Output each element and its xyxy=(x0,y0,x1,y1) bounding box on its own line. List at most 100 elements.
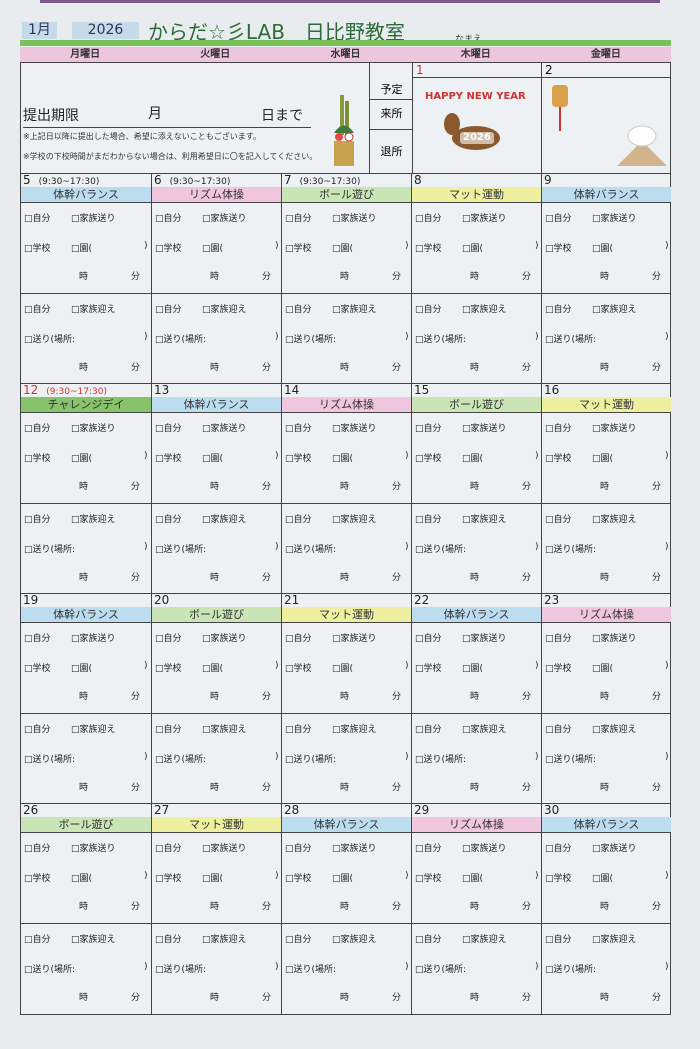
school-checkbox[interactable]: □学校 xyxy=(285,244,312,254)
family-pick-checkbox[interactable]: □家族迎え xyxy=(462,935,507,945)
deadline-field[interactable]: 提出期限 月 日まで xyxy=(23,106,311,128)
send-checkbox[interactable]: □送り(場所: xyxy=(545,755,597,765)
self-checkbox[interactable]: □自分 xyxy=(415,634,442,644)
self-checkbox[interactable]: □自分 xyxy=(155,634,182,644)
self-checkbox[interactable]: □自分 xyxy=(545,844,572,854)
family-pick-checkbox[interactable]: □家族迎え xyxy=(71,725,116,735)
family-pick-checkbox[interactable]: □家族迎え xyxy=(462,515,507,525)
family-pick-checkbox[interactable]: □家族迎え xyxy=(592,305,637,315)
school-checkbox[interactable]: □学校 xyxy=(545,454,572,464)
self-checkbox[interactable]: □自分 xyxy=(545,424,572,434)
school-checkbox[interactable]: □学校 xyxy=(155,664,182,674)
self-checkbox[interactable]: □自分 xyxy=(285,935,312,945)
family-pick-checkbox[interactable]: □家族迎え xyxy=(592,725,637,735)
self-checkbox[interactable]: □自分 xyxy=(545,725,572,735)
kindergarten-checkbox[interactable]: □園( xyxy=(462,664,484,674)
family-pick-checkbox[interactable]: □家族迎え xyxy=(462,305,507,315)
family-drop-checkbox[interactable]: □家族送り xyxy=(202,634,247,644)
kindergarten-checkbox[interactable]: □園( xyxy=(592,244,614,254)
school-checkbox[interactable]: □学校 xyxy=(545,664,572,674)
self-checkbox[interactable]: □自分 xyxy=(545,214,572,224)
school-checkbox[interactable]: □学校 xyxy=(545,874,572,884)
send-checkbox[interactable]: □送り(場所: xyxy=(24,545,76,555)
self-checkbox[interactable]: □自分 xyxy=(415,424,442,434)
self-checkbox[interactable]: □自分 xyxy=(155,725,182,735)
school-checkbox[interactable]: □学校 xyxy=(415,244,442,254)
school-checkbox[interactable]: □学校 xyxy=(155,454,182,464)
family-drop-checkbox[interactable]: □家族送り xyxy=(71,844,116,854)
school-checkbox[interactable]: □学校 xyxy=(24,664,51,674)
kindergarten-checkbox[interactable]: □園( xyxy=(592,664,614,674)
send-checkbox[interactable]: □送り(場所: xyxy=(285,545,337,555)
send-checkbox[interactable]: □送り(場所: xyxy=(24,335,76,345)
family-drop-checkbox[interactable]: □家族送り xyxy=(462,844,507,854)
send-checkbox[interactable]: □送り(場所: xyxy=(415,755,467,765)
self-checkbox[interactable]: □自分 xyxy=(415,214,442,224)
kindergarten-checkbox[interactable]: □園( xyxy=(592,874,614,884)
family-pick-checkbox[interactable]: □家族迎え xyxy=(71,305,116,315)
self-checkbox[interactable]: □自分 xyxy=(24,305,51,315)
school-checkbox[interactable]: □学校 xyxy=(24,874,51,884)
self-checkbox[interactable]: □自分 xyxy=(285,725,312,735)
send-checkbox[interactable]: □送り(場所: xyxy=(24,755,76,765)
school-checkbox[interactable]: □学校 xyxy=(285,454,312,464)
family-pick-checkbox[interactable]: □家族迎え xyxy=(71,515,116,525)
self-checkbox[interactable]: □自分 xyxy=(24,844,51,854)
school-checkbox[interactable]: □学校 xyxy=(24,244,51,254)
self-checkbox[interactable]: □自分 xyxy=(285,515,312,525)
family-pick-checkbox[interactable]: □家族迎え xyxy=(332,725,377,735)
kindergarten-checkbox[interactable]: □園( xyxy=(332,664,354,674)
send-checkbox[interactable]: □送り(場所: xyxy=(285,965,337,975)
self-checkbox[interactable]: □自分 xyxy=(285,305,312,315)
send-checkbox[interactable]: □送り(場所: xyxy=(545,335,597,345)
school-checkbox[interactable]: □学校 xyxy=(415,664,442,674)
self-checkbox[interactable]: □自分 xyxy=(285,634,312,644)
family-pick-checkbox[interactable]: □家族迎え xyxy=(202,935,247,945)
family-drop-checkbox[interactable]: □家族送り xyxy=(71,214,116,224)
self-checkbox[interactable]: □自分 xyxy=(155,305,182,315)
self-checkbox[interactable]: □自分 xyxy=(415,305,442,315)
self-checkbox[interactable]: □自分 xyxy=(155,935,182,945)
self-checkbox[interactable]: □自分 xyxy=(24,214,51,224)
kindergarten-checkbox[interactable]: □園( xyxy=(202,664,224,674)
family-drop-checkbox[interactable]: □家族送り xyxy=(462,214,507,224)
kindergarten-checkbox[interactable]: □園( xyxy=(71,664,93,674)
kindergarten-checkbox[interactable]: □園( xyxy=(202,244,224,254)
send-checkbox[interactable]: □送り(場所: xyxy=(285,335,337,345)
family-pick-checkbox[interactable]: □家族迎え xyxy=(332,515,377,525)
family-drop-checkbox[interactable]: □家族送り xyxy=(462,634,507,644)
send-checkbox[interactable]: □送り(場所: xyxy=(155,335,207,345)
kindergarten-checkbox[interactable]: □園( xyxy=(71,874,93,884)
family-drop-checkbox[interactable]: □家族送り xyxy=(462,424,507,434)
kindergarten-checkbox[interactable]: □園( xyxy=(462,874,484,884)
self-checkbox[interactable]: □自分 xyxy=(24,515,51,525)
kindergarten-checkbox[interactable]: □園( xyxy=(202,874,224,884)
self-checkbox[interactable]: □自分 xyxy=(545,935,572,945)
kindergarten-checkbox[interactable]: □園( xyxy=(71,244,93,254)
family-pick-checkbox[interactable]: □家族迎え xyxy=(462,725,507,735)
self-checkbox[interactable]: □自分 xyxy=(155,424,182,434)
self-checkbox[interactable]: □自分 xyxy=(24,634,51,644)
self-checkbox[interactable]: □自分 xyxy=(545,634,572,644)
family-drop-checkbox[interactable]: □家族送り xyxy=(332,634,377,644)
send-checkbox[interactable]: □送り(場所: xyxy=(415,965,467,975)
send-checkbox[interactable]: □送り(場所: xyxy=(415,335,467,345)
self-checkbox[interactable]: □自分 xyxy=(155,214,182,224)
school-checkbox[interactable]: □学校 xyxy=(415,454,442,464)
send-checkbox[interactable]: □送り(場所: xyxy=(545,545,597,555)
send-checkbox[interactable]: □送り(場所: xyxy=(285,755,337,765)
self-checkbox[interactable]: □自分 xyxy=(415,725,442,735)
family-drop-checkbox[interactable]: □家族送り xyxy=(332,424,377,434)
school-checkbox[interactable]: □学校 xyxy=(155,244,182,254)
self-checkbox[interactable]: □自分 xyxy=(285,844,312,854)
self-checkbox[interactable]: □自分 xyxy=(24,935,51,945)
family-drop-checkbox[interactable]: □家族送り xyxy=(592,424,637,434)
school-checkbox[interactable]: □学校 xyxy=(155,874,182,884)
family-drop-checkbox[interactable]: □家族送り xyxy=(332,214,377,224)
school-checkbox[interactable]: □学校 xyxy=(415,874,442,884)
family-drop-checkbox[interactable]: □家族送り xyxy=(71,634,116,644)
send-checkbox[interactable]: □送り(場所: xyxy=(155,755,207,765)
send-checkbox[interactable]: □送り(場所: xyxy=(155,965,207,975)
self-checkbox[interactable]: □自分 xyxy=(285,424,312,434)
family-drop-checkbox[interactable]: □家族送り xyxy=(202,214,247,224)
